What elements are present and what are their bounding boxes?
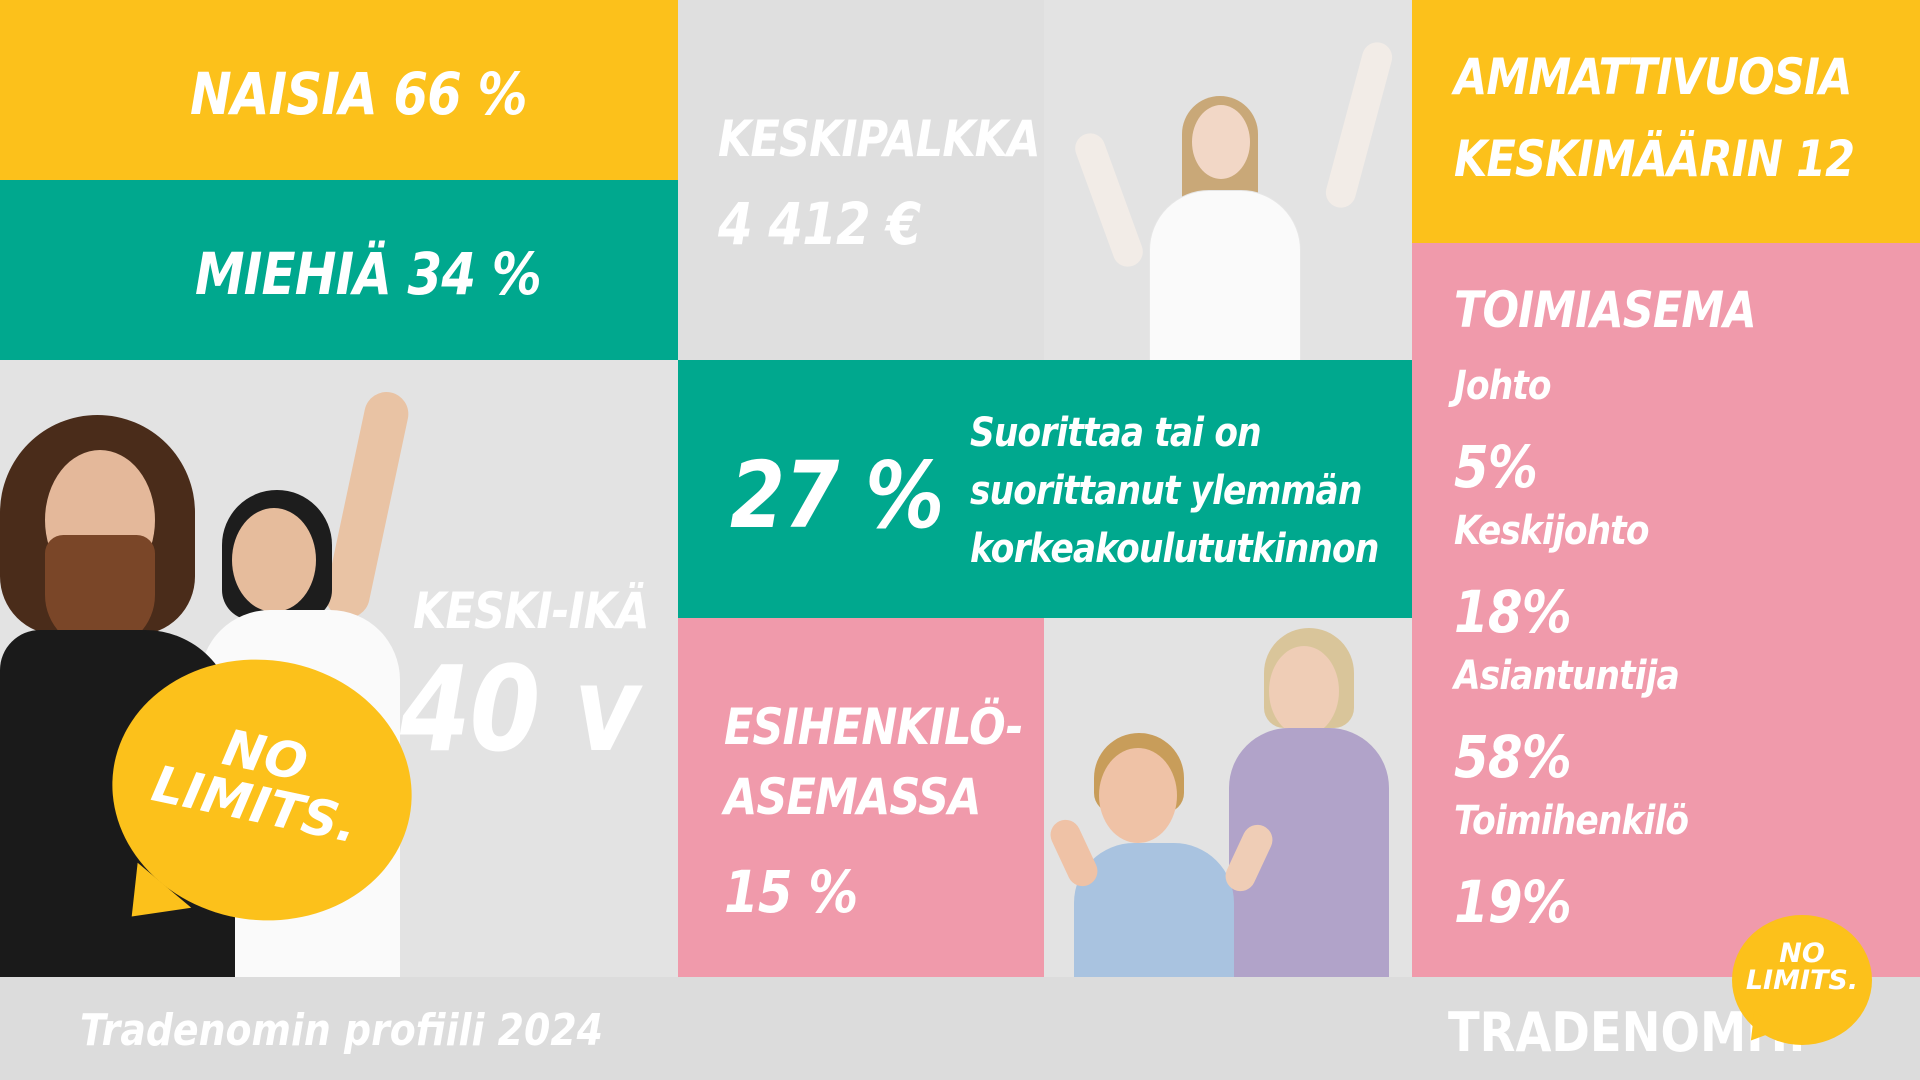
- position-keskijohto-value: 18%: [1454, 578, 1572, 646]
- salary-tile: KESKIPALKKA 4 412 €: [678, 0, 1044, 360]
- degree-percent: 27 %: [730, 442, 944, 549]
- position-keskijohto-label: Keskijohto: [1454, 508, 1650, 554]
- position-johto-label: Johto: [1454, 363, 1552, 409]
- women-tile: NAISIA 66 %: [0, 0, 678, 180]
- blue-sweater: [1074, 843, 1234, 977]
- degree-line3: korkeakoulututkinnon: [970, 526, 1379, 572]
- position-toimihenkilo-label: Toimihenkilö: [1454, 798, 1689, 844]
- photo-two-people: NO LIMITS. KESKI-IKÄ 40 v: [0, 360, 678, 977]
- bent-arm: [1070, 129, 1148, 271]
- logo-line2: LIMITS.: [1745, 965, 1859, 996]
- woman-left-face: [1099, 748, 1177, 843]
- women-stat: NAISIA 66 %: [190, 60, 528, 128]
- supervisor-line1: ESIHENKILÖ-: [724, 698, 1023, 756]
- age-label: KESKI-IKÄ: [413, 582, 650, 640]
- men-stat: MIEHIÄ 34 %: [195, 240, 542, 308]
- experience-line1: AMMATTIVUOSIA: [1454, 48, 1852, 106]
- photo-woman-pointing: [1044, 0, 1412, 360]
- position-johto-value: 5%: [1454, 433, 1538, 501]
- salary-value: 4 412 €: [718, 190, 921, 258]
- no-limits-logo: [1732, 915, 1872, 1045]
- supervisor-value: 15 %: [724, 858, 858, 926]
- woman-face: [232, 508, 316, 612]
- woman-right-face: [1269, 646, 1339, 736]
- salary-label: KESKIPALKKA: [718, 110, 1041, 168]
- supervisor-line2: ASEMASSA: [724, 768, 981, 826]
- experience-line2: KESKIMÄÄRIN 12: [1454, 130, 1855, 188]
- position-tile: TOIMIASEMA Johto 5% Keskijohto 18% Asian…: [1412, 243, 1920, 977]
- face: [1192, 105, 1250, 179]
- experience-tile: AMMATTIVUOSIA KESKIMÄÄRIN 12: [1412, 0, 1920, 243]
- white-shirt: [1149, 190, 1301, 360]
- position-title: TOIMIASEMA: [1454, 281, 1757, 339]
- footer-title: Tradenomin profiili 2024: [80, 1005, 603, 1056]
- footer-bar: Tradenomin profiili 2024 TRADENOMIT.: [0, 977, 1920, 1080]
- logo-line1: NO: [1779, 938, 1825, 969]
- woman-left-hand: [1045, 814, 1103, 892]
- degree-line1: Suorittaa tai on: [970, 410, 1262, 456]
- raised-arm: [1322, 39, 1396, 211]
- position-toimihenkilo-value: 19%: [1454, 868, 1572, 936]
- degree-line2: suorittanut ylemmän: [970, 468, 1362, 514]
- degree-tile: 27 % Suorittaa tai on suorittanut ylemmä…: [678, 360, 1412, 618]
- supervisor-tile: ESIHENKILÖ- ASEMASSA 15 %: [678, 618, 1044, 977]
- age-value: 40 v: [400, 640, 640, 778]
- photo-two-women: [1044, 618, 1412, 977]
- men-tile: MIEHIÄ 34 %: [0, 180, 678, 360]
- position-asiantuntija-value: 58%: [1454, 723, 1572, 791]
- raised-arm-woman: [321, 387, 413, 623]
- position-asiantuntija-label: Asiantuntija: [1454, 653, 1680, 699]
- no-limits-logo-text: NO LIMITS.: [1742, 940, 1862, 994]
